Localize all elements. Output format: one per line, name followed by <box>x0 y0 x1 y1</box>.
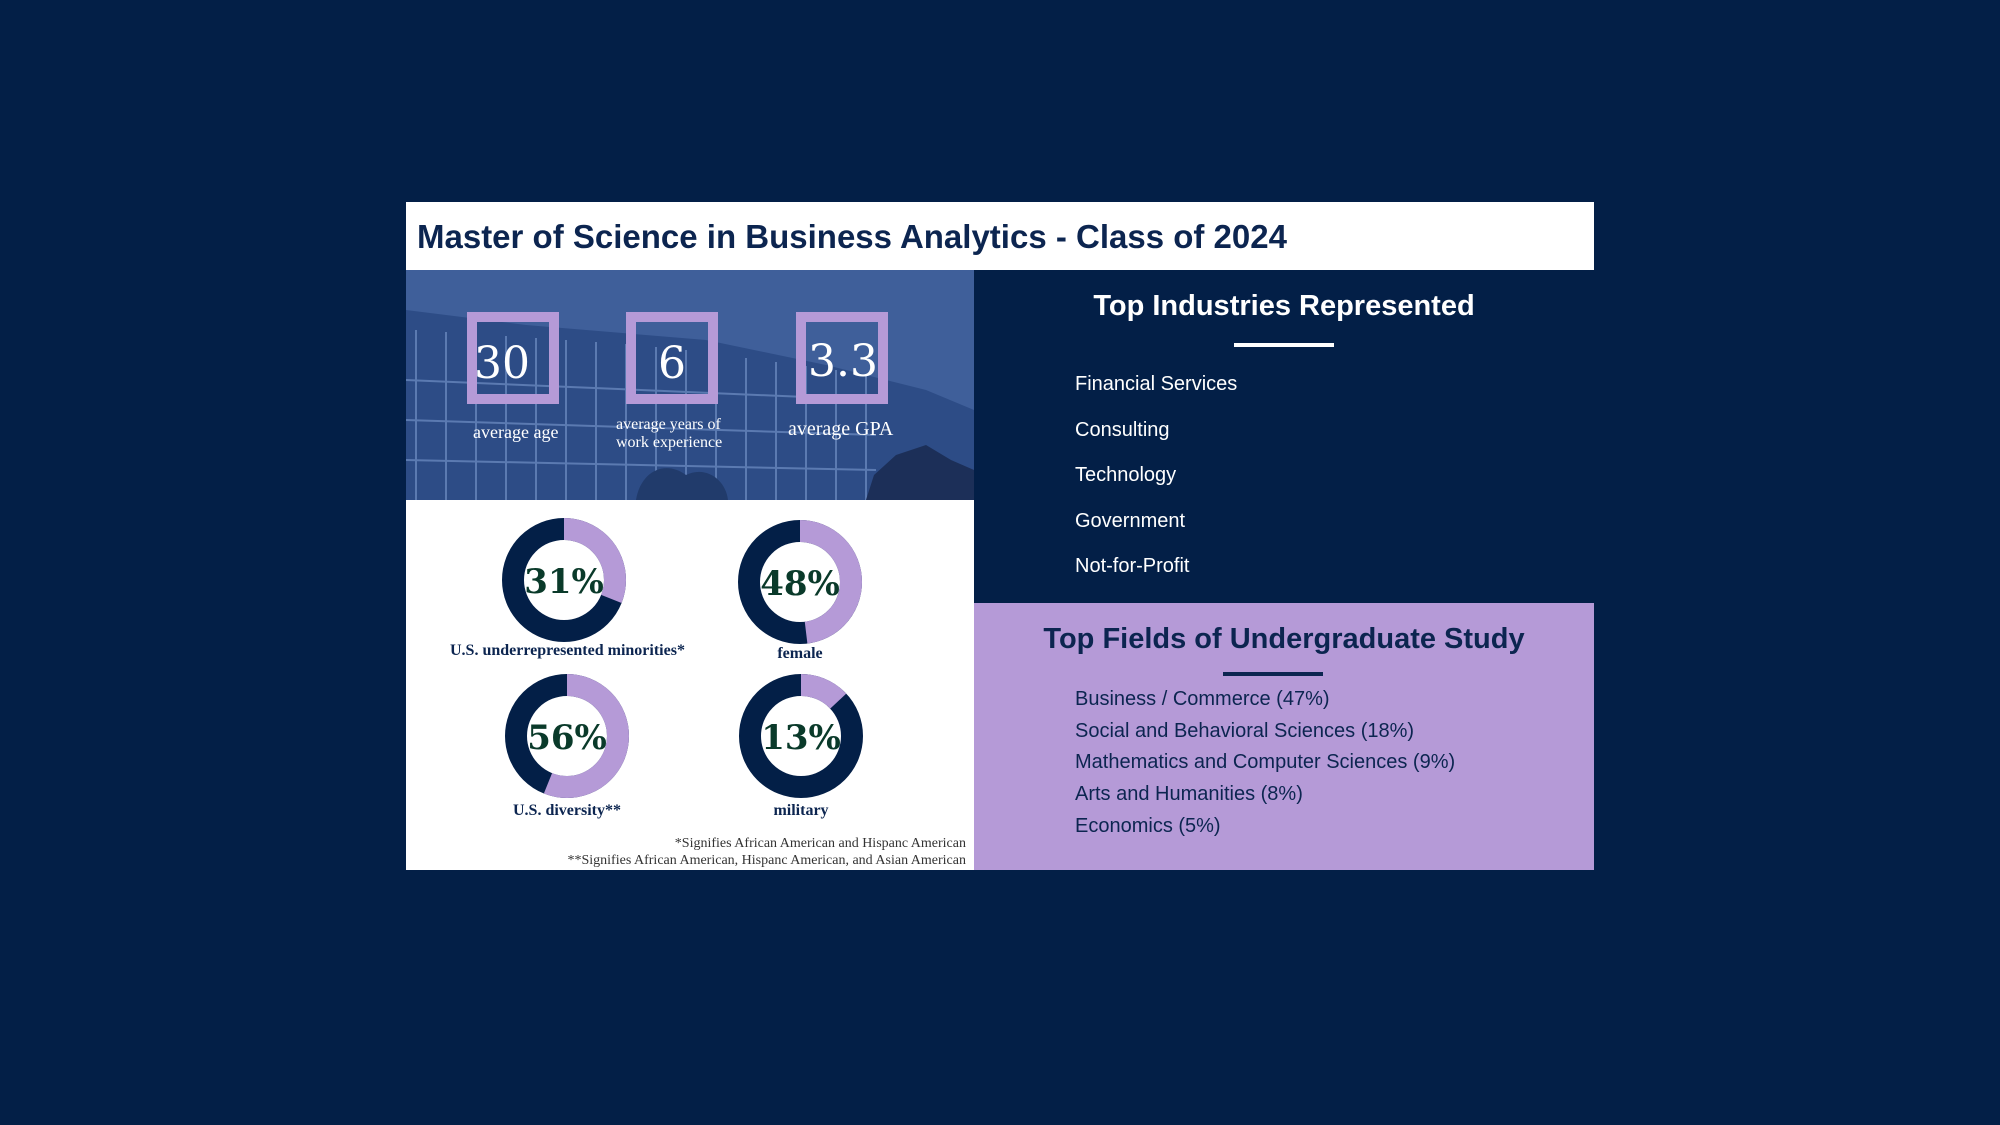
donut-chart-military: 13% <box>739 674 863 798</box>
stat-value: 6 <box>658 338 686 389</box>
heading-divider <box>1234 343 1334 347</box>
list-item: Mathematics and Computer Sciences (9%) <box>1075 751 1456 774</box>
list-item: Not-for-Profit <box>1075 555 1190 577</box>
donut-arc <box>739 674 863 798</box>
stat-value: 30 <box>474 338 530 389</box>
heading-divider <box>1223 672 1323 676</box>
donut-arc <box>505 674 629 798</box>
list-item: Social and Behavioral Sciences (18%) <box>1075 719 1415 742</box>
industries-heading: Top Industries Represented <box>1093 290 1475 322</box>
donut-percent: 56% <box>527 718 607 758</box>
donut-percent: 13% <box>761 718 841 758</box>
stat-label: average age <box>473 422 559 442</box>
list-item: Financial Services <box>1075 373 1238 395</box>
list-item: Government <box>1075 509 1186 532</box>
stat-frame <box>467 312 559 404</box>
donut-arc <box>738 520 862 644</box>
donut-label: U.S. underrepresented minorities* <box>450 642 685 659</box>
donut-label: military <box>773 802 829 819</box>
list-item: Technology <box>1075 464 1177 486</box>
donut-chart-female: 48% <box>738 520 862 644</box>
stat-label: average GPA <box>788 418 894 440</box>
top-industries-panel: Top Industries Represented Financial Ser… <box>974 270 1594 603</box>
stat-frame <box>796 312 888 404</box>
donut-label: female <box>777 645 823 662</box>
footnote-diversity: **Signifies African American, Hispanc Am… <box>567 853 966 868</box>
donut-arc <box>502 518 626 642</box>
footnote-minorities: *Signifies African American and Hispanc … <box>674 836 966 851</box>
demographics-panel: 31% U.S. underrepresented minorities* 48… <box>406 500 974 870</box>
list-item: Economics (5%) <box>1075 814 1221 837</box>
slide-title: Master of Science in Business Analytics … <box>417 218 1287 255</box>
stat-value: 3.3 <box>808 336 878 387</box>
donut-label: U.S. diversity** <box>513 802 621 819</box>
industries-list: Financial Services Consulting Technology… <box>1075 372 1237 600</box>
list-item: Business / Commerce (47%) <box>1075 688 1330 710</box>
title-bar: Master of Science in Business Analytics … <box>406 202 1594 270</box>
list-item: Arts and Humanities (8%) <box>1075 783 1303 806</box>
stat-label: average years of work experience <box>616 416 723 451</box>
donut-chart-diversity: 56% <box>505 674 629 798</box>
top-fields-panel: Top Fields of Undergraduate Study Busine… <box>974 603 1594 870</box>
list-item: Consulting <box>1075 418 1170 441</box>
fields-list: Business / Commerce (47%) Social and Beh… <box>1075 687 1455 845</box>
campus-photo-panel: 30 average age 6 average years of work e… <box>406 270 974 500</box>
donut-percent: 31% <box>524 562 604 602</box>
fields-heading: Top Fields of Undergraduate Study <box>1043 623 1525 655</box>
donut-percent: 48% <box>760 564 840 604</box>
infographic-slide: Master of Science in Business Analytics … <box>406 202 1594 870</box>
stat-frame <box>626 312 718 404</box>
donut-chart-minorities: 31% <box>502 518 626 642</box>
